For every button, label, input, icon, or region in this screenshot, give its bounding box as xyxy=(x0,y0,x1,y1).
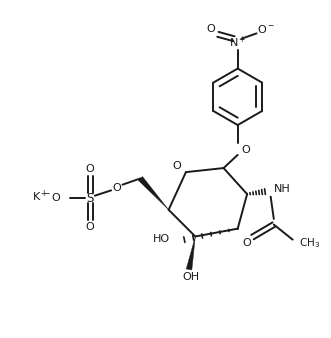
Text: O: O xyxy=(241,145,250,154)
Text: OH: OH xyxy=(182,272,199,282)
Text: $^-$O: $^-$O xyxy=(42,191,62,202)
Text: O: O xyxy=(86,222,95,232)
Polygon shape xyxy=(138,176,168,210)
Text: K$^+$: K$^+$ xyxy=(32,189,48,204)
Text: N$^+$: N$^+$ xyxy=(229,35,247,50)
Text: O: O xyxy=(206,24,215,34)
Text: O: O xyxy=(243,238,252,248)
Text: O: O xyxy=(86,164,95,174)
Text: O: O xyxy=(113,183,121,193)
Text: NH: NH xyxy=(274,185,291,194)
Text: O$^-$: O$^-$ xyxy=(257,23,275,35)
Polygon shape xyxy=(186,237,195,270)
Text: O: O xyxy=(173,162,181,171)
Text: S: S xyxy=(86,192,94,205)
Text: CH$_3$: CH$_3$ xyxy=(299,236,320,250)
Text: HO: HO xyxy=(153,234,170,244)
